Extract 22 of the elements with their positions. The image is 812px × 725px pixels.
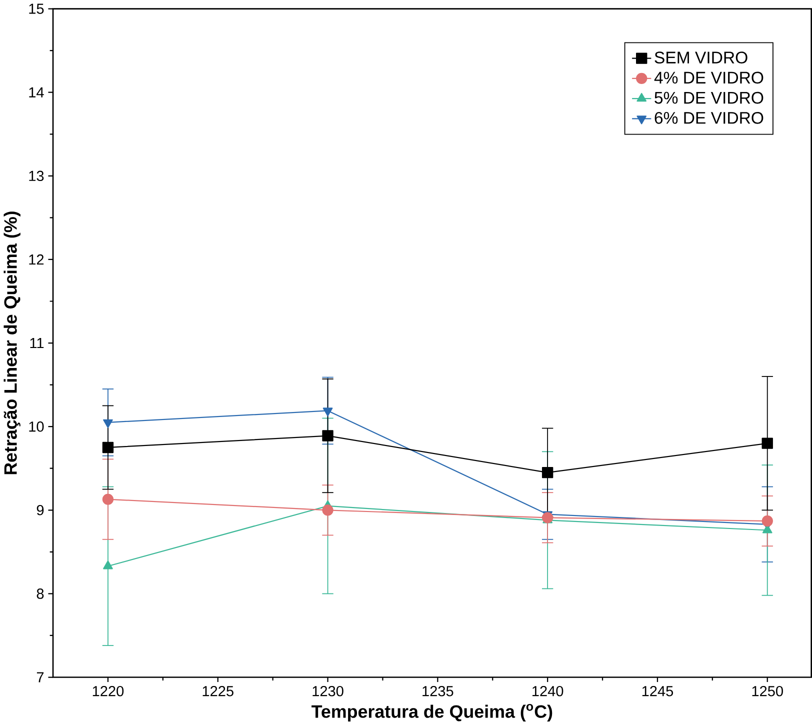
y-axis-title: Retração Linear de Queima (%) bbox=[4, 212, 20, 474]
legend-label: 6% DE VIDRO bbox=[654, 112, 764, 124]
x-tick-label: 1230 bbox=[312, 686, 344, 696]
x-tick-label: 1220 bbox=[92, 686, 124, 696]
y-tick-label: 10 bbox=[29, 421, 44, 432]
y-tick-label: 14 bbox=[29, 87, 44, 98]
legend-label: 4% DE VIDRO bbox=[654, 72, 764, 84]
x-tick-label: 1250 bbox=[752, 686, 783, 696]
legend-label: 5% DE VIDRO bbox=[654, 92, 764, 104]
x-tick-label: 1235 bbox=[422, 686, 454, 696]
x-tick-label: 1245 bbox=[642, 686, 674, 696]
y-tick-label: 11 bbox=[30, 338, 44, 348]
legend-label: SEM VIDRO bbox=[654, 52, 748, 64]
y-tick-label: 9 bbox=[36, 504, 44, 516]
y-tick-label: 13 bbox=[29, 170, 44, 181]
y-tick-label: 12 bbox=[29, 254, 44, 264]
y-tick-label: 15 bbox=[29, 4, 44, 14]
x-tick-label: 1240 bbox=[532, 686, 564, 696]
y-tick-label: 7 bbox=[36, 672, 44, 682]
y-tick-label: 8 bbox=[36, 588, 44, 599]
x-axis-title: Temperatura de Queima ($^{o}$C) bbox=[312, 704, 552, 722]
x-tick-label: 1225 bbox=[202, 686, 234, 696]
